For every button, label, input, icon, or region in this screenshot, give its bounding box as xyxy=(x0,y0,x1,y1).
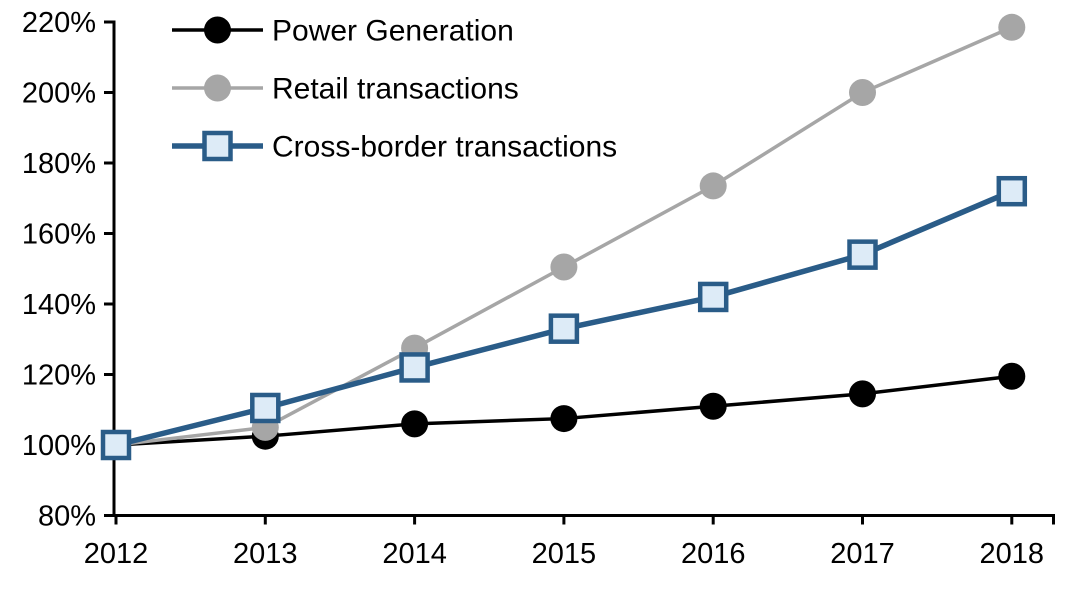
y-tick-label: 200% xyxy=(22,78,96,110)
marker-cross-border-transactions-2013 xyxy=(250,392,281,424)
y-tick-label: 120% xyxy=(22,360,96,392)
y-tick-label: 140% xyxy=(22,289,96,321)
marker-power-generation-legend xyxy=(204,16,231,44)
marker-cross-border-transactions-2017 xyxy=(847,239,878,270)
x-tick-label: 2012 xyxy=(84,538,149,570)
x-tick-label: 2018 xyxy=(980,538,1045,570)
marker-cross-border-transactions-2012 xyxy=(100,429,132,461)
x-tick-label: 2017 xyxy=(830,538,895,570)
marker-power-generation-2016 xyxy=(699,392,727,420)
series-line-retail-transactions xyxy=(115,25,1013,447)
marker-retail-transactions-2018 xyxy=(998,13,1026,41)
legend-label-power-generation: Power Generation xyxy=(272,15,514,48)
x-tick-label: 2016 xyxy=(681,538,746,570)
y-tick-label: 100% xyxy=(22,430,96,462)
marker-cross-border-transactions-2015 xyxy=(548,313,580,344)
marker-power-generation-2017 xyxy=(849,380,876,408)
marker-retail-transactions-legend xyxy=(204,74,231,102)
x-tick-label: 2013 xyxy=(233,538,298,570)
marker-cross-border-transactions-2014 xyxy=(399,352,430,383)
legend-label-retail-transactions: Retail transactions xyxy=(272,73,519,106)
x-tick-label: 2015 xyxy=(532,538,597,570)
y-tick-label: 80% xyxy=(38,501,96,533)
marker-retail-transactions-2017 xyxy=(849,79,876,106)
marker-retail-transactions-2015 xyxy=(550,253,578,281)
marker-retail-transactions-2016 xyxy=(699,172,727,200)
x-tick-label: 2014 xyxy=(382,538,447,570)
marker-cross-border-transactions-2016 xyxy=(697,281,729,313)
legend-label-cross-border-transactions: Cross-border transactions xyxy=(272,131,617,164)
y-tick-label: 220% xyxy=(22,7,96,39)
marker-power-generation-2018 xyxy=(998,362,1026,390)
marker-power-generation-2014 xyxy=(401,410,429,438)
y-tick-label: 160% xyxy=(22,219,96,251)
marker-cross-border-transactions-legend xyxy=(202,130,233,162)
marker-power-generation-2015 xyxy=(550,405,578,433)
marker-cross-border-transactions-2018 xyxy=(996,175,1028,207)
y-tick-label: 180% xyxy=(22,148,96,180)
